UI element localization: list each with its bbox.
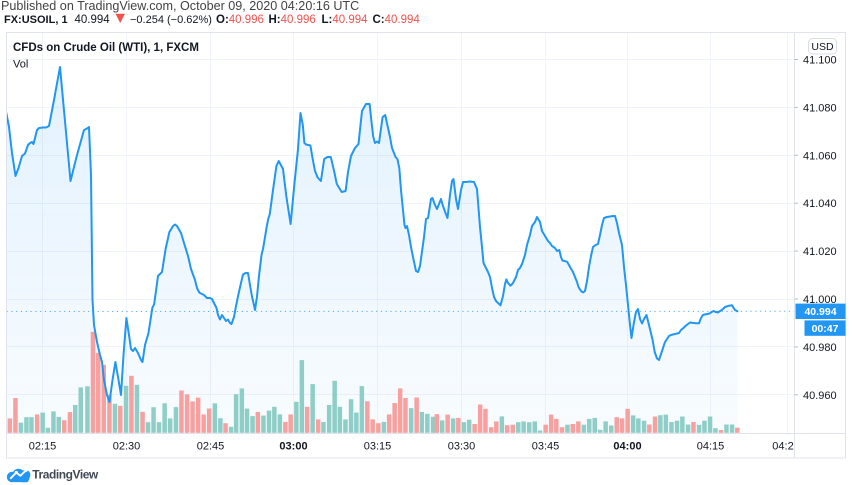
svg-text:Published on TradingView.com,: Published on TradingView.com, October 09… <box>1 0 359 13</box>
svg-text:41.080: 41.080 <box>803 102 837 114</box>
svg-text:02:30: 02:30 <box>113 441 141 453</box>
svg-text:00:47: 00:47 <box>812 323 839 335</box>
svg-text:03:45: 03:45 <box>532 441 560 453</box>
svg-text:02:15: 02:15 <box>29 441 57 453</box>
svg-text:04:2: 04:2 <box>772 441 793 453</box>
svg-text:TradingView: TradingView <box>32 467 99 481</box>
svg-text:FX:USOIL, 140.994−0.254 (−0.62: FX:USOIL, 1 40.994 −0.254 (−0.62%) O:40.996… <box>4 14 420 26</box>
svg-text:40.994: 40.994 <box>804 306 836 318</box>
svg-text:04:15: 04:15 <box>697 441 725 453</box>
svg-text:41.000: 41.000 <box>803 294 837 306</box>
svg-text:02:45: 02:45 <box>197 441 225 453</box>
svg-text:41.040: 41.040 <box>803 198 837 210</box>
svg-text:03:15: 03:15 <box>364 441 392 453</box>
svg-text:40.980: 40.980 <box>803 342 837 354</box>
svg-text:40.960: 40.960 <box>803 390 837 402</box>
svg-text:41.060: 41.060 <box>803 150 837 162</box>
svg-text:04:00: 04:00 <box>613 441 641 453</box>
svg-text:Vol: Vol <box>13 58 28 70</box>
svg-text:USD: USD <box>811 41 834 53</box>
svg-text:41.100: 41.100 <box>803 55 837 67</box>
svg-text:03:00: 03:00 <box>279 441 307 453</box>
svg-text:41.020: 41.020 <box>803 246 837 258</box>
svg-text:03:30: 03:30 <box>448 441 476 453</box>
svg-text:CFDs on Crude Oil (WTI), 1, FX: CFDs on Crude Oil (WTI), 1, FXCM <box>13 42 199 54</box>
